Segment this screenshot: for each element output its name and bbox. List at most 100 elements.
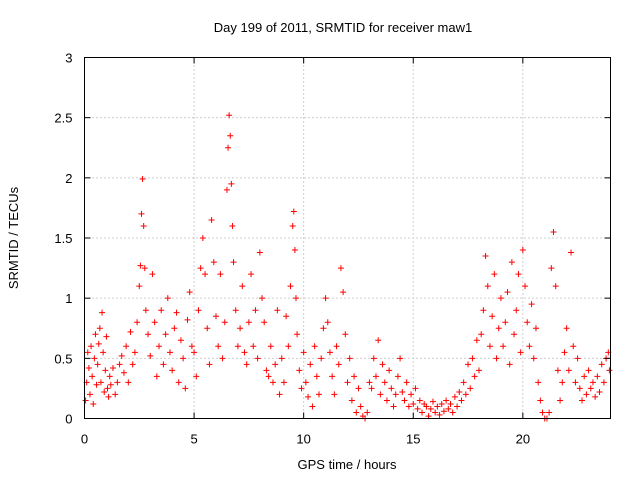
data-point: [184, 316, 191, 323]
data-point: [606, 367, 613, 374]
data-point: [261, 319, 268, 326]
y-tick-label: 2.5: [54, 111, 72, 126]
data-point: [495, 325, 502, 332]
data-point: [104, 385, 111, 392]
data-point: [285, 343, 292, 350]
data-point: [160, 361, 167, 368]
data-point: [136, 283, 143, 290]
data-point: [215, 343, 222, 350]
data-point: [351, 373, 358, 380]
data-point: [182, 385, 189, 392]
data-point: [91, 355, 98, 362]
data-point: [102, 367, 109, 374]
data-point: [318, 355, 325, 362]
data-point: [386, 367, 393, 374]
data-point: [401, 397, 408, 404]
data-point: [353, 409, 360, 416]
data-point: [106, 373, 113, 380]
data-point: [307, 361, 314, 368]
data-point: [585, 367, 592, 374]
data-point: [169, 367, 176, 374]
data-point: [289, 222, 296, 229]
data-point: [429, 398, 436, 405]
data-point: [329, 373, 336, 380]
data-point: [581, 373, 588, 380]
data-point: [88, 343, 95, 350]
data-point: [592, 393, 599, 400]
data-point: [480, 307, 487, 314]
x-tick-label: 10: [296, 432, 310, 447]
data-point: [587, 385, 594, 392]
data-point: [309, 403, 316, 410]
data-point: [292, 295, 299, 302]
data-point: [377, 391, 384, 398]
data-point: [228, 180, 235, 187]
data-point: [116, 361, 123, 368]
data-point: [217, 271, 224, 278]
data-point: [394, 373, 401, 380]
data-point: [225, 144, 232, 151]
data-point: [90, 401, 97, 408]
data-point: [478, 331, 485, 338]
data-point: [497, 295, 504, 302]
data-point: [274, 307, 281, 314]
data-point: [305, 393, 312, 400]
data-point: [454, 403, 461, 410]
data-point: [513, 307, 520, 314]
data-point: [375, 337, 382, 344]
data-point: [344, 379, 351, 386]
data-point: [526, 343, 533, 350]
data-point: [546, 409, 553, 416]
data-point: [563, 325, 570, 332]
data-point: [381, 379, 388, 386]
data-point: [230, 259, 237, 266]
data-point: [267, 343, 274, 350]
data-point: [482, 253, 489, 260]
data-point: [252, 307, 259, 314]
data-point: [139, 176, 146, 183]
data-point: [283, 313, 290, 320]
data-point: [101, 389, 108, 396]
data-point: [447, 401, 454, 408]
data-point: [85, 364, 92, 371]
data-point: [388, 385, 395, 392]
data-point: [92, 331, 99, 338]
data-point: [175, 379, 182, 386]
data-point: [335, 361, 342, 368]
data-point: [254, 355, 261, 362]
data-point: [524, 319, 531, 326]
data-point: [491, 271, 498, 278]
data-point: [197, 265, 204, 272]
data-point: [226, 112, 233, 119]
data-point: [210, 259, 217, 266]
data-point: [326, 349, 333, 356]
data-point: [419, 409, 426, 416]
y-tick-label: 0: [65, 412, 72, 427]
data-point: [412, 385, 419, 392]
data-point: [149, 271, 156, 278]
data-point: [276, 391, 283, 398]
data-point: [129, 361, 136, 368]
data-point: [537, 397, 544, 404]
data-point: [84, 349, 91, 356]
data-point: [138, 210, 145, 217]
data-point: [100, 349, 107, 356]
data-point: [191, 349, 198, 356]
data-point: [557, 397, 564, 404]
data-point: [123, 343, 130, 350]
data-point: [186, 289, 193, 296]
data-point: [294, 331, 301, 338]
data-point: [554, 367, 561, 374]
data-point: [456, 389, 463, 396]
data-point: [598, 361, 605, 368]
data-point: [120, 369, 127, 376]
data-point: [313, 373, 320, 380]
data-point: [451, 393, 458, 400]
data-point: [296, 367, 303, 374]
data-point: [96, 325, 103, 332]
data-point: [506, 361, 513, 368]
data-point: [530, 355, 537, 362]
data-point: [355, 385, 362, 392]
data-point: [469, 355, 476, 362]
data-point: [465, 361, 472, 368]
